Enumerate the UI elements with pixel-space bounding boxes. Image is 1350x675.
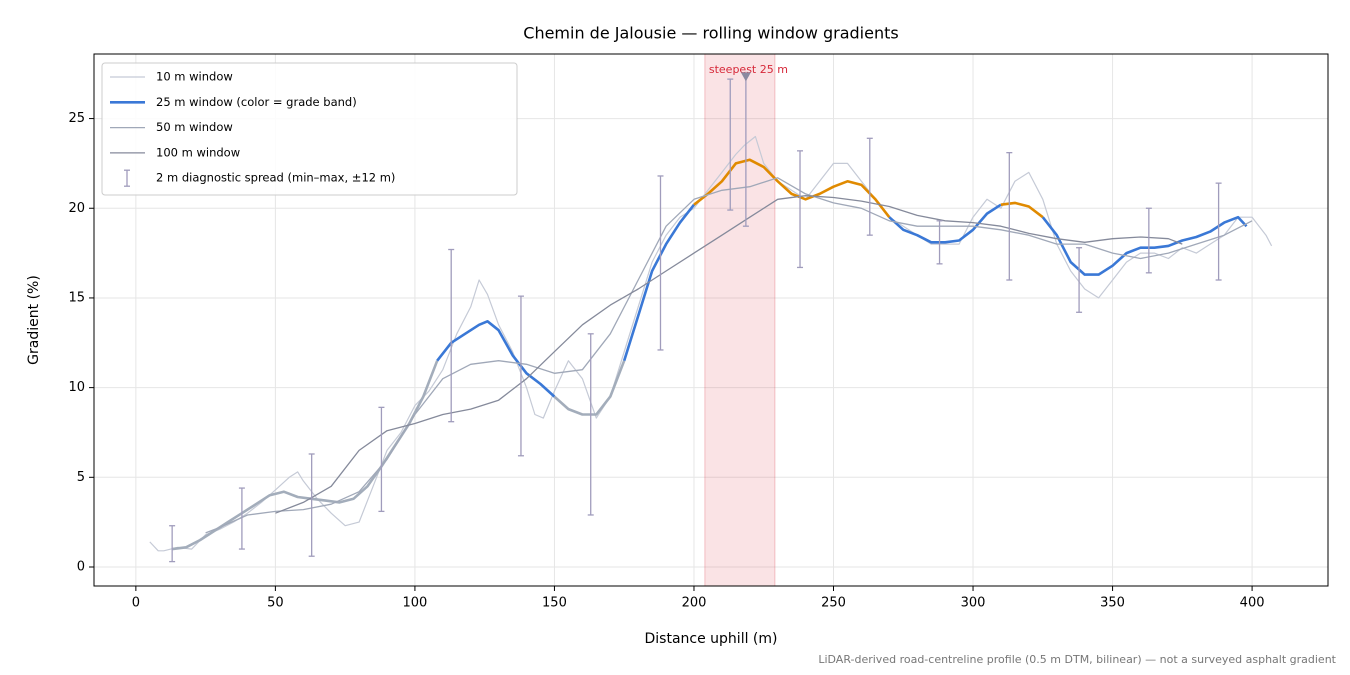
series-line [888,203,1002,244]
x-tick-label: 150 [542,596,567,611]
steepest-marker [740,72,751,82]
x-tick-label: 350 [1100,596,1125,611]
x-tick-label: 50 [267,596,284,611]
footnote: LiDAR-derived road-centreline profile (0… [818,653,1336,666]
legend-box [101,62,518,196]
series-line [149,135,1273,552]
legend-label: 50 m window [156,120,233,134]
y-tick-label: 0 [77,559,85,574]
legend-label: 25 m window (color = grade band) [156,95,357,109]
series-line [1000,201,1044,219]
series-line [622,203,696,362]
legend-label: 2 m diagnostic spread (min–max, ±12 m) [156,171,395,185]
x-tick-label: 100 [403,596,428,611]
plot-frame [93,53,1329,587]
series-line [1041,215,1248,276]
legend: 10 m window 25 m window (color = grade ba… [101,62,518,196]
highlight-label: steepest 25 m [709,63,788,76]
y-tick-label: 5 [77,470,85,485]
series-line [553,360,626,416]
x-tick-label: 400 [1240,596,1265,611]
legend-label: 100 m window [156,145,240,159]
y-tick-label: 10 [68,380,85,395]
y-axis-label: Gradient (%) [26,275,42,365]
x-axis-label: Distance uphill (m) [645,631,778,647]
x-tick-label: 0 [132,596,140,611]
x-tick-label: 250 [821,596,846,611]
y-tick-label: 15 [68,290,85,305]
legend-label: 10 m window [156,70,233,84]
series-line [436,320,556,398]
series-line [275,195,1183,514]
series-line [171,360,439,551]
y-tick-label: 25 [68,111,85,126]
series-line [693,158,891,218]
x-tick-label: 300 [961,596,986,611]
chart-title: Chemin de Jalousie — rolling window grad… [523,24,898,43]
series-line [205,177,1253,534]
y-tick-label: 20 [68,201,85,216]
x-tick-label: 200 [682,596,707,611]
highlight-span [704,53,776,587]
